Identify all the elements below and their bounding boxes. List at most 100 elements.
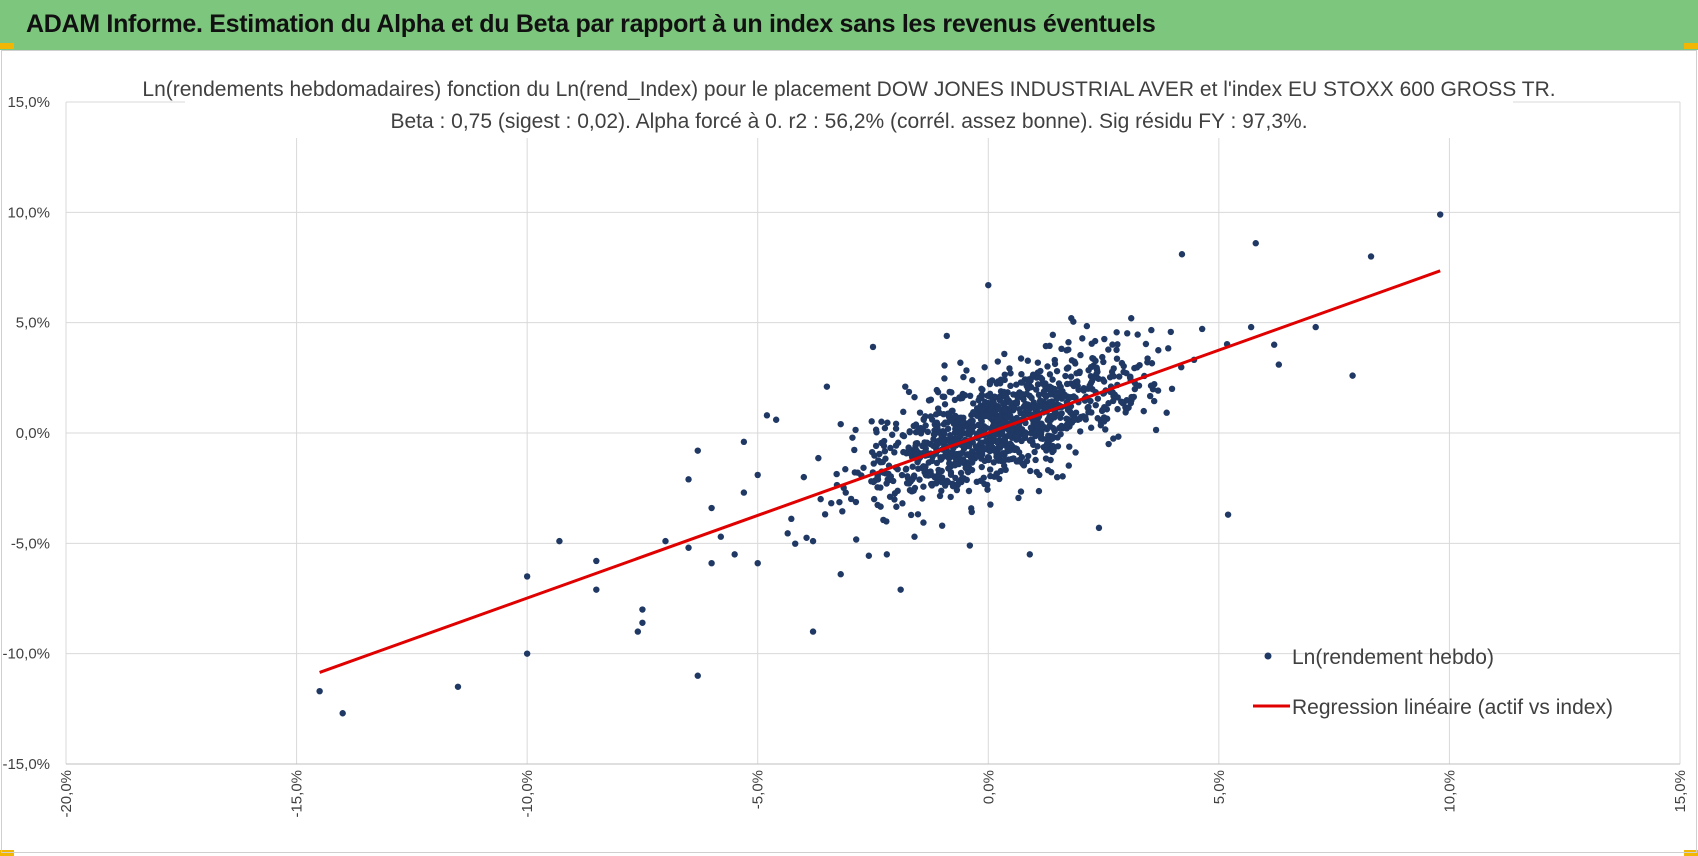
data-point-cluster bbox=[1027, 436, 1035, 443]
data-point bbox=[1367, 253, 1375, 260]
data-point-cluster bbox=[883, 480, 890, 487]
data-point bbox=[1095, 524, 1103, 532]
data-point-cluster bbox=[792, 540, 799, 547]
data-point-cluster bbox=[1124, 330, 1131, 337]
data-point-cluster bbox=[1094, 395, 1102, 402]
data-point bbox=[754, 559, 761, 567]
data-point-cluster bbox=[1077, 428, 1084, 435]
data-point-cluster bbox=[984, 486, 991, 493]
data-point-cluster bbox=[1073, 370, 1080, 377]
data-point bbox=[717, 533, 725, 540]
data-point-cluster bbox=[940, 421, 948, 428]
data-point-cluster bbox=[903, 465, 910, 473]
data-point-cluster bbox=[994, 358, 1001, 365]
data-point-cluster bbox=[860, 464, 867, 471]
data-point-cluster bbox=[1105, 400, 1112, 407]
data-point-cluster bbox=[1053, 473, 1061, 481]
data-point-cluster bbox=[817, 495, 824, 503]
data-point-cluster bbox=[941, 401, 949, 408]
y-tick-label: -15,0% bbox=[2, 756, 50, 773]
data-point bbox=[763, 412, 771, 419]
data-point-cluster bbox=[833, 470, 840, 478]
data-point-cluster bbox=[1065, 346, 1072, 353]
data-point-cluster bbox=[952, 461, 960, 468]
data-point-cluster bbox=[1017, 488, 1025, 495]
data-point-cluster bbox=[1067, 409, 1074, 416]
legend: Ln(rendement hebdo) Regression linéaire … bbox=[1253, 646, 1613, 719]
data-point-cluster bbox=[891, 496, 898, 503]
data-point-cluster bbox=[914, 511, 922, 518]
data-point-cluster bbox=[916, 409, 924, 416]
data-point-cluster bbox=[978, 463, 985, 471]
data-point-cluster bbox=[978, 451, 986, 458]
data-point-cluster bbox=[1049, 435, 1056, 442]
data-point-cluster bbox=[906, 486, 914, 494]
data-point bbox=[454, 683, 462, 690]
data-point-cluster bbox=[892, 442, 900, 449]
data-point-cluster bbox=[887, 444, 894, 452]
corner-marker-bottom-right bbox=[1684, 850, 1698, 856]
data-point-cluster bbox=[935, 473, 942, 480]
data-point-cluster bbox=[963, 367, 970, 374]
legend-label-points: Ln(rendement hebdo) bbox=[1292, 646, 1494, 669]
data-point-cluster bbox=[946, 460, 953, 467]
data-point-cluster bbox=[1036, 471, 1043, 479]
data-point-cluster bbox=[977, 439, 984, 446]
data-point bbox=[902, 383, 909, 390]
data-point bbox=[911, 533, 918, 540]
data-point bbox=[316, 687, 323, 695]
data-point-cluster bbox=[993, 470, 1001, 477]
data-point-cluster bbox=[1040, 423, 1047, 430]
data-point-cluster bbox=[946, 432, 954, 439]
data-point-cluster bbox=[1140, 407, 1147, 415]
data-point-cluster bbox=[1114, 394, 1121, 401]
data-point-cluster bbox=[1020, 412, 1028, 419]
data-point bbox=[339, 710, 346, 717]
data-point-cluster bbox=[1058, 410, 1065, 417]
y-tick-label: -5,0% bbox=[11, 535, 50, 552]
y-tick-label: 10,0% bbox=[7, 204, 50, 221]
data-point-cluster bbox=[909, 463, 916, 470]
data-point-cluster bbox=[903, 479, 911, 487]
data-point bbox=[685, 544, 692, 551]
data-point-cluster bbox=[1116, 373, 1123, 380]
data-point-cluster bbox=[1027, 424, 1035, 431]
data-point-cluster bbox=[970, 400, 977, 407]
data-point-cluster bbox=[882, 455, 889, 462]
data-point-cluster bbox=[1049, 376, 1056, 383]
data-point-cluster bbox=[1115, 433, 1122, 440]
data-point-cluster bbox=[868, 478, 875, 485]
data-point-cluster bbox=[1022, 403, 1029, 410]
data-point-cluster bbox=[849, 434, 856, 441]
data-point-cluster bbox=[982, 400, 989, 408]
report-banner: ADAM Informe. Estimation du Alpha et du … bbox=[0, 0, 1698, 50]
data-point-cluster bbox=[868, 448, 876, 456]
data-point-cluster bbox=[998, 442, 1005, 449]
data-point bbox=[556, 537, 563, 545]
x-tick-label: -15,0% bbox=[289, 770, 306, 818]
data-point-cluster bbox=[1049, 413, 1056, 420]
data-point-cluster bbox=[1058, 345, 1065, 353]
data-point-cluster bbox=[865, 552, 873, 559]
data-point-cluster bbox=[946, 454, 953, 462]
data-point-cluster bbox=[899, 500, 906, 507]
data-point bbox=[883, 551, 891, 558]
data-point-cluster bbox=[1077, 351, 1084, 359]
data-point bbox=[639, 619, 646, 626]
data-point-cluster bbox=[1155, 347, 1162, 354]
data-point-cluster bbox=[1110, 435, 1117, 442]
data-point-cluster bbox=[964, 451, 971, 458]
data-point-cluster bbox=[959, 394, 966, 402]
data-point-cluster bbox=[1001, 371, 1008, 378]
data-point-cluster bbox=[990, 459, 998, 466]
data-point-cluster bbox=[949, 482, 957, 490]
data-point-cluster bbox=[1100, 358, 1107, 366]
data-point-cluster bbox=[1101, 335, 1108, 343]
data-point-cluster bbox=[1013, 398, 1021, 405]
data-point-cluster bbox=[1109, 341, 1116, 348]
data-point-cluster bbox=[975, 421, 982, 429]
data-point-cluster bbox=[946, 411, 953, 418]
data-point-cluster bbox=[885, 470, 892, 478]
data-point-cluster bbox=[1198, 325, 1206, 333]
